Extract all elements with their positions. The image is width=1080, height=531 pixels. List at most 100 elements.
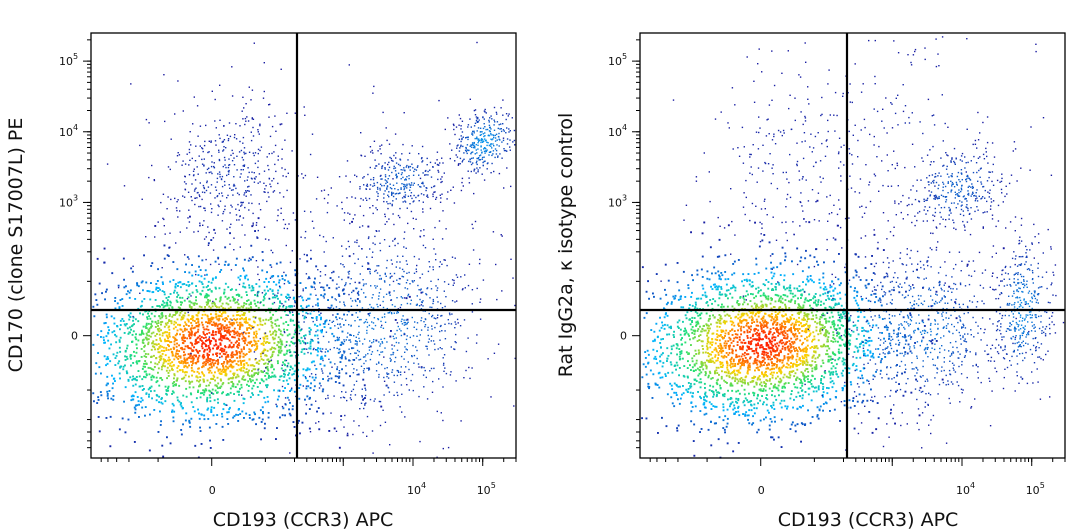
- event-dot-left-4098: [223, 125, 225, 127]
- event-dot-left-4239: [163, 74, 165, 76]
- event-dot-left-294: [307, 297, 309, 300]
- event-dot-left-3485: [461, 120, 464, 122]
- event-dot-left-3343: [411, 355, 413, 357]
- event-dot-left-195: [321, 329, 323, 332]
- event-dot-left-1882: [212, 353, 214, 356]
- event-dot-left-1243: [227, 382, 230, 385]
- event-dot-right-135: [775, 317, 778, 320]
- event-dot-left-1968: [195, 322, 198, 324]
- event-dot-left-1664: [261, 379, 264, 382]
- event-dot-left-4273: [267, 164, 269, 167]
- event-dot-left-1795: [198, 417, 201, 420]
- event-dot-left-2183: [166, 299, 169, 302]
- event-dot-left-3256: [328, 341, 330, 343]
- event-dot-left-555: [307, 385, 310, 388]
- event-dot-left-3333: [257, 266, 259, 268]
- event-dot-left-256: [119, 377, 121, 380]
- event-dot-left-3794: [392, 160, 394, 162]
- event-dot-left-2911: [372, 322, 375, 324]
- event-dot-left-2164: [205, 384, 208, 387]
- event-dot-left-1230: [210, 406, 213, 409]
- event-dot-left-2325: [172, 261, 175, 263]
- event-dot-left-3790: [413, 182, 415, 184]
- event-dot-left-242: [183, 329, 186, 332]
- event-dot-left-3325: [363, 371, 365, 374]
- event-dot-right-265: [817, 333, 820, 336]
- event-dot-left-2371: [256, 386, 259, 388]
- event-dot-left-2574: [404, 287, 406, 289]
- event-dot-left-3452: [484, 152, 486, 154]
- event-dot-left-2526: [432, 340, 435, 342]
- event-dot-left-752: [164, 338, 166, 341]
- event-dot-left-3113: [406, 323, 408, 325]
- event-dot-left-3118: [341, 255, 344, 257]
- event-dot-left-4052: [236, 169, 238, 171]
- event-dot-left-3882: [391, 171, 393, 174]
- event-dot-left-1277: [171, 354, 174, 357]
- event-dot-left-967: [206, 379, 209, 382]
- event-dot-left-1529: [227, 393, 230, 396]
- event-dot-left-1310: [231, 288, 233, 291]
- event-dot-left-3817: [402, 169, 404, 171]
- event-dot-left-19: [250, 327, 252, 330]
- event-dot-left-3991: [399, 159, 402, 161]
- event-dot-left-4524: [510, 185, 512, 188]
- event-dot-left-2291: [251, 418, 254, 421]
- event-dot-left-703: [150, 282, 152, 284]
- event-dot-left-1149: [277, 354, 280, 357]
- event-dot-left-2599: [320, 350, 322, 352]
- event-dot-left-81: [262, 412, 264, 415]
- event-dot-left-3377: [444, 330, 446, 332]
- event-dot-left-1181: [93, 400, 95, 403]
- event-dot-left-1738: [188, 356, 191, 359]
- event-dot-left-1320: [219, 323, 222, 325]
- event-dot-left-3677: [468, 149, 470, 152]
- event-dot-left-3590: [474, 137, 476, 140]
- event-dot-left-3989: [422, 172, 424, 174]
- event-dot-left-1970: [227, 355, 230, 358]
- event-dot-left-1840: [176, 310, 179, 313]
- event-dot-left-3483: [489, 130, 491, 133]
- event-dot-left-2992: [363, 368, 365, 370]
- event-dot-left-3529: [490, 128, 492, 130]
- event-dot-left-2933: [358, 359, 360, 361]
- event-dot-left-3774: [412, 174, 415, 176]
- event-dot-left-502: [341, 354, 344, 356]
- event-dot-left-2320: [262, 411, 264, 413]
- event-dot-left-4303: [224, 208, 226, 211]
- event-dot-left-89: [174, 314, 176, 316]
- event-dot-left-3205: [277, 292, 279, 294]
- event-dot-left-3081: [441, 238, 444, 240]
- event-dot-left-1848: [179, 301, 182, 304]
- event-dot-left-4249: [189, 131, 191, 133]
- event-dot-left-189: [267, 412, 270, 414]
- event-dot-left-666: [160, 401, 163, 404]
- event-dot-left-819: [184, 365, 187, 367]
- event-dot-left-1076: [230, 381, 233, 383]
- event-dot-left-2105: [287, 294, 290, 296]
- event-dot-left-813: [191, 380, 194, 383]
- event-dot-left-2815: [433, 317, 435, 319]
- event-dot-left-3105: [339, 301, 341, 303]
- event-dot-left-4081: [232, 194, 234, 196]
- event-dot-left-2394: [278, 279, 281, 282]
- event-dot-left-3585: [473, 130, 475, 132]
- event-dot-left-1364: [224, 353, 227, 356]
- event-dot-left-449: [208, 363, 211, 366]
- event-dot-left-532: [220, 333, 222, 336]
- event-dot-left-3992: [419, 185, 421, 188]
- event-dot-left-474: [157, 322, 160, 324]
- event-dot-left-2931: [349, 222, 351, 225]
- event-dot-left-3608: [473, 146, 475, 148]
- event-dot-right-237: [715, 389, 717, 392]
- event-dot-left-1836: [215, 322, 218, 325]
- event-dot-left-1638: [214, 333, 217, 336]
- event-dot-left-4021: [230, 269, 233, 271]
- event-dot-left-4293: [167, 166, 170, 168]
- event-dot-left-2573: [383, 239, 386, 241]
- event-dot-left-2177: [240, 317, 243, 320]
- event-dot-left-3145: [413, 228, 415, 230]
- event-dot-left-2678: [312, 348, 315, 351]
- event-dot-left-2531: [445, 228, 447, 230]
- event-dot-left-423: [157, 319, 160, 322]
